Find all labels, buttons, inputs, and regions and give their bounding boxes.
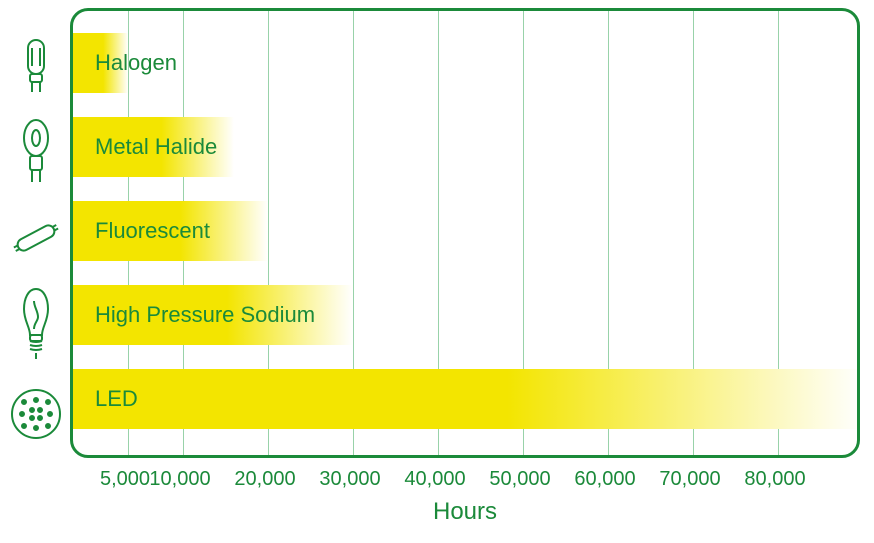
fluorescent-icon <box>8 196 64 280</box>
x-tick-label: 70,000 <box>659 468 720 491</box>
x-tick-label: 60,000 <box>574 468 635 491</box>
x-tick-label: 50,000 <box>489 468 550 491</box>
x-tick-label: 5,000 <box>100 468 150 491</box>
bulb-icon-column <box>8 10 64 460</box>
x-axis-title: Hours <box>70 498 860 526</box>
x-tick-label: 30,000 <box>319 468 380 491</box>
x-tick-label: 10,000 <box>149 468 210 491</box>
x-tick-label: 40,000 <box>404 468 465 491</box>
bar-label: Halogen <box>95 50 177 76</box>
led-icon <box>8 372 64 456</box>
metal-halide-icon <box>8 110 64 194</box>
chart-frame: Halogen Metal Halide Fluorescent High Press… <box>70 8 860 458</box>
plot-area: Halogen Metal Halide Fluorescent High Press… <box>73 11 857 455</box>
x-tick-label: 80,000 <box>744 468 805 491</box>
chart-wrapper: Halogen Metal Halide Fluorescent High Press… <box>0 0 874 543</box>
bar-led <box>73 369 860 429</box>
halogen-icon <box>8 24 64 108</box>
bar-label: Fluorescent <box>95 218 210 244</box>
bar-label: LED <box>95 386 138 412</box>
bar-label: High Pressure Sodium <box>95 302 315 328</box>
bar-label: Metal Halide <box>95 134 217 160</box>
x-axis-ticks: 5,00010,000 20,000 30,000 40,000 50,000 60,00… <box>70 468 860 498</box>
x-tick-label: 20,000 <box>234 468 295 491</box>
hps-icon <box>8 282 64 366</box>
